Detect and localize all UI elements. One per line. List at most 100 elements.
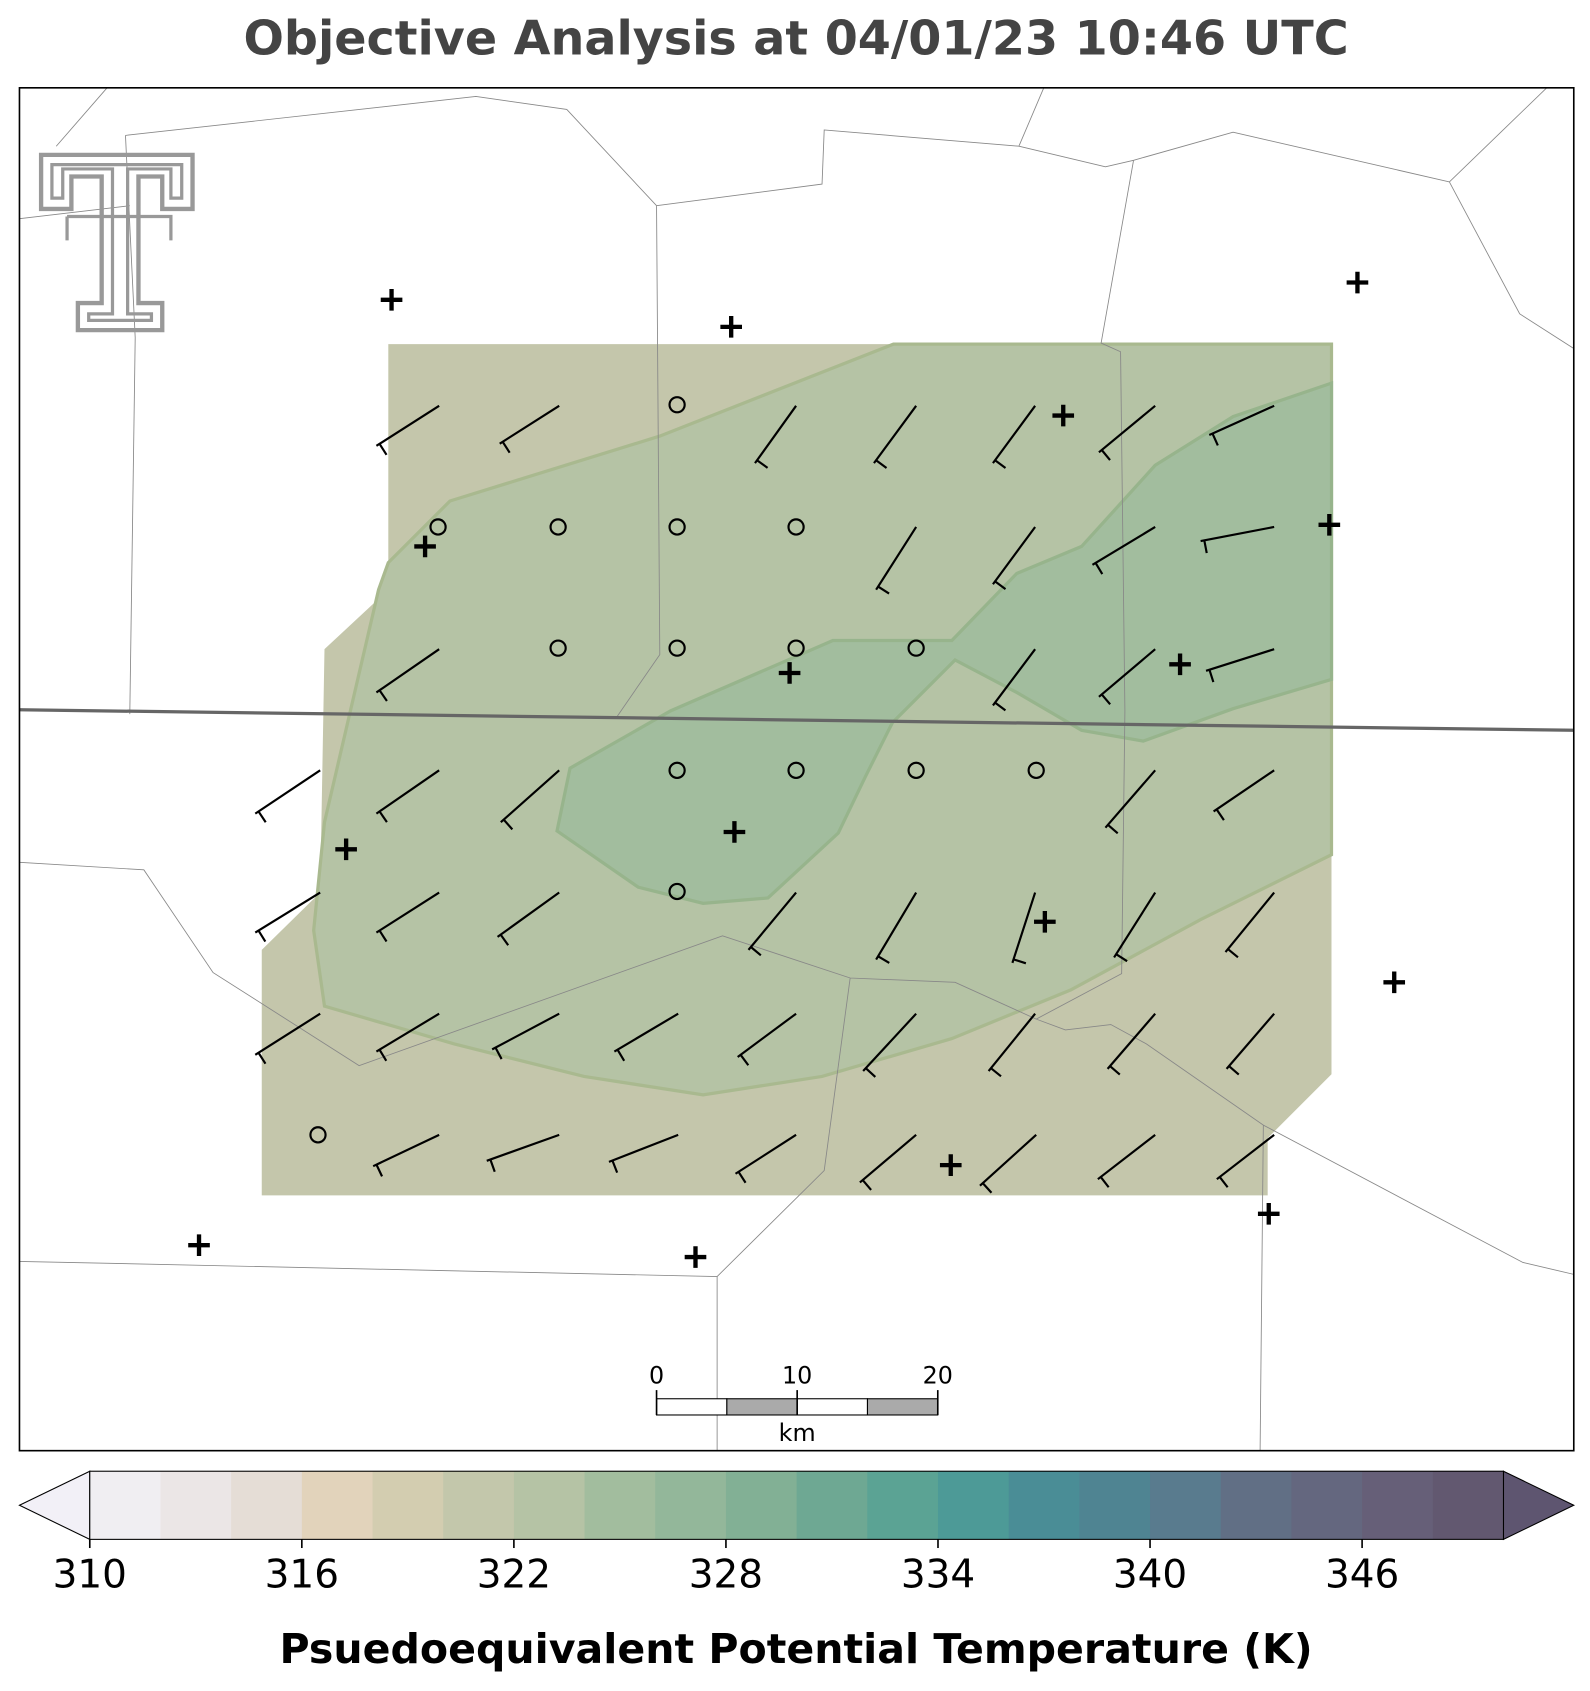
wind-barb [737, 1012, 797, 1066]
wind-barb [1091, 526, 1156, 575]
wind-barb [1113, 891, 1157, 963]
colorbar-over [1502, 1470, 1576, 1541]
station-marker [939, 1154, 962, 1176]
colorbar-block [1220, 1471, 1292, 1540]
station-marker [1383, 971, 1406, 994]
calm-wind [309, 1126, 327, 1144]
wind-barb [375, 769, 440, 823]
station-marker [1169, 653, 1191, 676]
colorbar: 310 316 322 328 334 340 346 [18, 1470, 1576, 1598]
colorbar-block [725, 1471, 798, 1540]
colorbar-tick-label: 328 [689, 1553, 763, 1598]
calm-wind [907, 761, 925, 779]
scale-bar: 0 10 20 km [649, 1362, 953, 1447]
wind-barb [1216, 1133, 1275, 1188]
wind-barb [734, 1133, 797, 1184]
wind-barb [862, 1012, 917, 1078]
station-marker [1257, 1202, 1280, 1225]
wind-barb [1098, 404, 1156, 461]
map: 0 10 20 km [18, 87, 1575, 1452]
wind-barb [1200, 525, 1275, 554]
wind-barb [254, 769, 321, 823]
colorbar-block [796, 1471, 868, 1540]
station-marker [414, 535, 436, 558]
colorbar-block [443, 1471, 515, 1540]
station-marker [335, 838, 357, 861]
wind-barb [1208, 404, 1275, 446]
calm-wind [787, 639, 805, 657]
boundaries [19, 87, 1575, 1451]
wind-barb [875, 526, 918, 595]
station-marker [188, 1234, 210, 1256]
wind-barb [254, 891, 321, 943]
map-frame [18, 87, 1575, 1452]
wind-barb [375, 1012, 440, 1062]
station-marker [684, 1246, 707, 1268]
wind-barb [873, 405, 918, 469]
station-marker [778, 662, 801, 684]
calm-wind [668, 518, 686, 536]
wind-barb [1106, 1012, 1157, 1076]
colorbar-block [1362, 1471, 1434, 1540]
wind-barb [875, 891, 918, 964]
colorbar-block [372, 1471, 444, 1540]
logo [38, 152, 195, 333]
colorbar-block [655, 1471, 727, 1540]
calm-wind [668, 882, 686, 901]
colorbar-tick-label: 334 [901, 1553, 975, 1598]
station-marker [1318, 513, 1341, 536]
scale-tick-label: 10 [782, 1362, 812, 1390]
wind-barb [992, 526, 1036, 590]
wind-barb [1224, 891, 1276, 959]
scale-segment [866, 1398, 939, 1416]
wind-barb [375, 404, 440, 456]
wind-barb [254, 1012, 321, 1065]
scale-segment [656, 1398, 728, 1416]
wind-barb [613, 1012, 679, 1062]
station-marker [1052, 404, 1075, 427]
scale-tick-label: 20 [923, 1362, 953, 1390]
calm-wind [668, 396, 686, 414]
wind-barb [979, 1134, 1037, 1194]
colorbar-block [1079, 1471, 1151, 1540]
wind-barb [372, 1133, 440, 1177]
wind-barb [1225, 1012, 1275, 1076]
colorbar-block [1150, 1471, 1222, 1540]
calm-wind [787, 518, 805, 536]
station-marker [1034, 910, 1056, 933]
colorbar-tick-label: 310 [53, 1553, 127, 1598]
calm-wind [549, 518, 567, 536]
wind-barb [1205, 648, 1275, 683]
contour-fill [555, 380, 1334, 906]
wind-barb [499, 404, 560, 454]
calm-wind [668, 761, 686, 779]
colorbar-under [18, 1470, 91, 1541]
wind-barb [1212, 769, 1275, 821]
colorbar-block [231, 1471, 303, 1540]
scale-segment [726, 1398, 798, 1416]
wind-barb [1011, 892, 1037, 965]
colorbar-tick-label: 316 [265, 1553, 339, 1598]
wind-barb [1104, 769, 1157, 835]
colorbar-tick-label: 346 [1325, 1553, 1399, 1598]
station-marker [1346, 271, 1369, 294]
colorbar-block [513, 1471, 586, 1540]
calm-wind [1027, 761, 1045, 779]
title: Objective Analysis at 04/01/23 10:46 UTC [243, 11, 1348, 66]
colorbar-label: Psuedoequivalent Potential Temperature (… [279, 1625, 1312, 1673]
colorbar-block [301, 1471, 374, 1540]
scale-segment [796, 1398, 869, 1416]
wind-barb [1098, 648, 1156, 706]
colorbar-block [1008, 1471, 1080, 1540]
colorbar-tick-label: 340 [1113, 1553, 1187, 1598]
wind-barb [375, 648, 440, 702]
colorbar-block [89, 1471, 162, 1540]
station-marker [723, 821, 746, 843]
colorbar-block [584, 1471, 656, 1540]
calm-wind [907, 639, 925, 657]
scale-tick-label: 0 [649, 1362, 664, 1390]
calm-wind [787, 761, 805, 779]
calm-wind [549, 639, 567, 657]
wind-barb [486, 1133, 560, 1173]
